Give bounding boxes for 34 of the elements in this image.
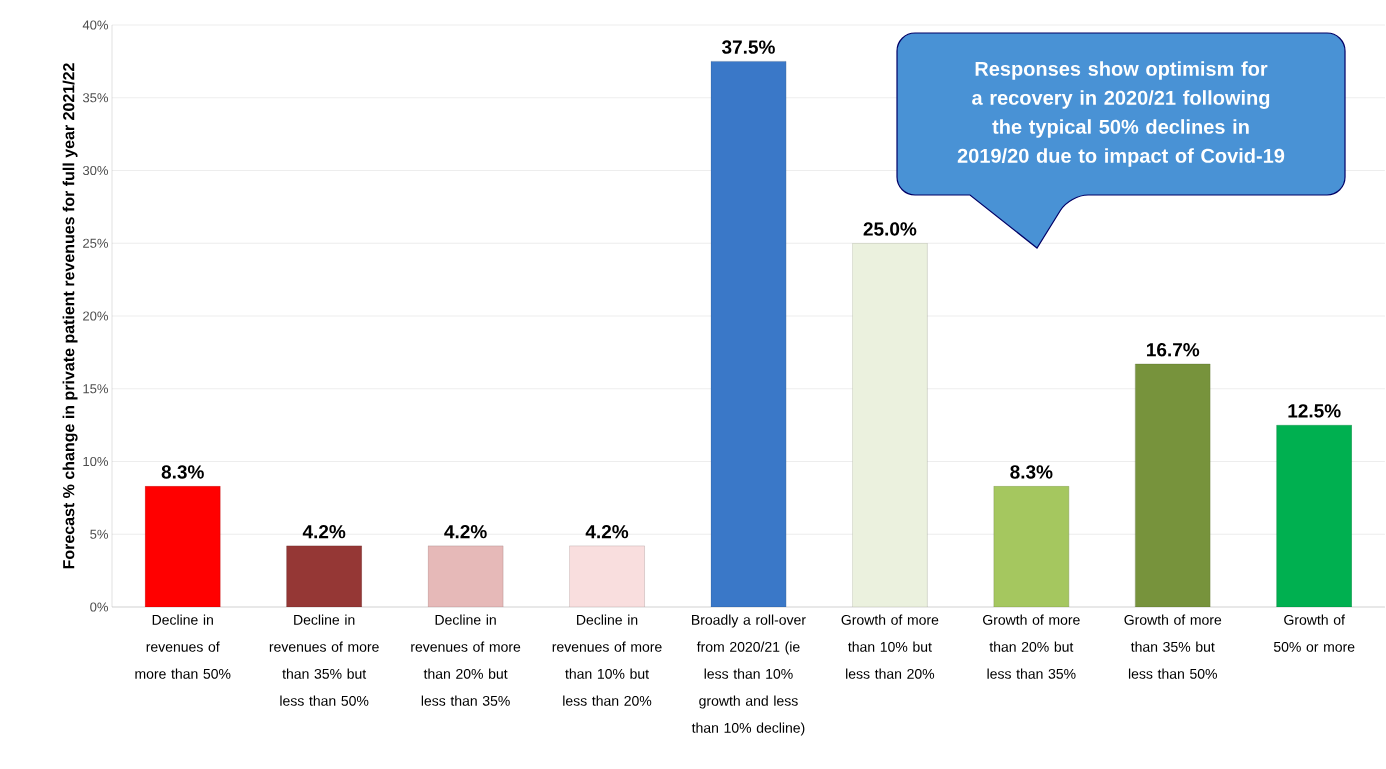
- y-axis-title: Forecast % change in private patient revenues for full year 2021/22: [62, 63, 78, 569]
- x-tick-label: Decline in revenues of more than 10% but less than 20%: [552, 614, 662, 706]
- bar: [145, 486, 221, 607]
- x-tick-label: Decline in revenues of more than 35% but less than 50%: [269, 614, 379, 706]
- data-label: 4.2%: [585, 524, 629, 539]
- y-tick-label: 10%: [83, 456, 109, 467]
- category-label: Growth of 50% or more: [1273, 614, 1355, 652]
- data-label: 8.3%: [161, 465, 204, 479]
- x-tick-label: Growth of more than 10% but less than 20%: [841, 614, 939, 679]
- data-label: 16.7%: [1147, 343, 1200, 357]
- x-tick-label: Growth of more than 35% but less than 50%: [1124, 614, 1222, 679]
- annotation: Responses show optimism for a recovery in 2020/21 following the typical 50% declines in 2019/20 due to impact of Covid-19: [957, 61, 1285, 167]
- data-label: 4.2%: [302, 524, 346, 539]
- bar: [1276, 424, 1352, 607]
- bar: [286, 545, 362, 607]
- y-tick-label: 35%: [82, 93, 109, 103]
- x-tick-label: Decline in revenues of more than 20% but less than 35%: [411, 614, 521, 706]
- bar: [427, 545, 504, 607]
- data-label: 4.2%: [444, 524, 487, 539]
- y-tick-label: 30%: [82, 165, 109, 176]
- data-label: 12.5%: [1288, 404, 1341, 418]
- y-tick-label: 5%: [90, 529, 109, 539]
- bar: [569, 545, 645, 607]
- x-tick-label: Broadly a roll-over from 2020/21 (ie less than 10% growth and less than 10% decline): [691, 614, 806, 736]
- y-tick-label: 25%: [83, 238, 109, 248]
- x-tick-label: Growth of more than 20% but less than 35%: [983, 614, 1080, 679]
- data-label: 8.3%: [1010, 465, 1053, 479]
- data-label: 25.0%: [863, 222, 917, 236]
- y-tick-label: 0%: [90, 602, 109, 612]
- y-tick-label: 20%: [83, 311, 109, 321]
- y-tick-label: 40%: [82, 20, 109, 30]
- data-label: 37.5%: [721, 40, 775, 54]
- x-tick-label: Decline in revenues of more than 50%: [135, 614, 231, 679]
- y-tick-label: 15%: [83, 384, 109, 394]
